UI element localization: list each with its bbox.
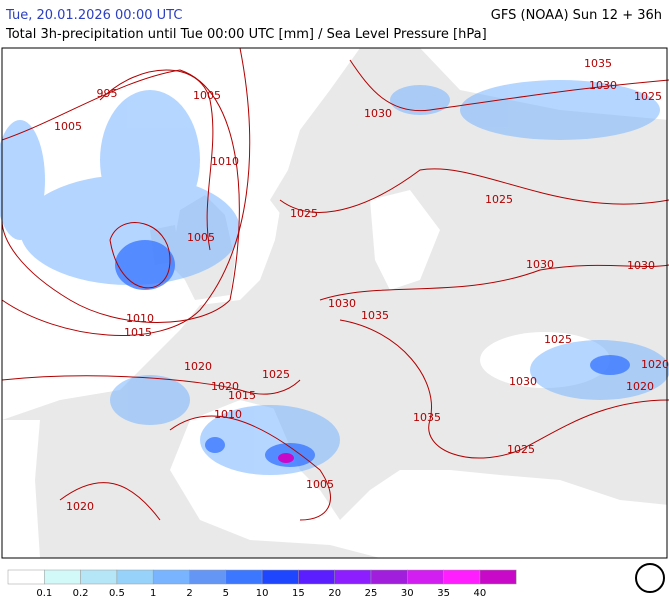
isobars [1,47,669,521]
isobar-label: 1020 [66,500,94,513]
legend-label: 15 [292,588,305,599]
isobar-label: 1025 [290,207,318,220]
isobar-label: 1035 [361,309,389,322]
isobar-label: 1030 [627,259,655,272]
isobar-label: 1005 [306,478,334,491]
isobar-label: 1025 [507,443,535,456]
legend-label: 2 [186,588,192,599]
isobar-label: 1015 [124,326,152,339]
atlantic-south [2,420,40,558]
legend-label: 35 [437,588,450,599]
baltic [370,190,440,290]
legend-swatch [407,569,444,585]
legend-swatch [261,569,299,585]
isobar-label: 1005 [54,120,82,133]
isobar-label: 1030 [509,375,537,388]
isobar-label: 1010 [214,408,242,421]
legend-label: 0.5 [109,588,125,599]
isobar-label: 1025 [485,193,513,206]
legend-label: 0.2 [73,588,89,599]
scandinavia [270,90,390,240]
map [0,47,669,558]
isobar-label: 1005 [193,89,221,102]
legend-label: 40 [474,588,487,599]
isobar-label: 1020 [211,380,239,393]
legend-label: 1 [150,588,156,599]
legend-swatch [334,569,372,585]
legend-swatch [152,569,190,585]
legend-label: 30 [401,588,414,599]
legend-swatch [479,569,517,585]
model-run: GFS (NOAA) Sun 12 + 36h [491,8,662,23]
subtitle: Total 3h-precipitation until Tue 00:00 U… [5,27,487,42]
legend-swatch [189,569,227,585]
isobar-label: 1035 [584,57,612,70]
isobar-label: 1030 [526,258,554,271]
isobar-label: 1025 [262,368,290,381]
legend-label: 20 [328,588,341,599]
isobar-label: 1030 [328,297,356,310]
legend-swatch [7,569,45,585]
isobar-label: 1025 [544,333,572,346]
legend-label: 10 [256,588,269,599]
extreme-precipitation [278,453,294,463]
isobar-label: 1020 [626,380,654,393]
isobar-label: 1010 [211,155,239,168]
isobar-label: 1020 [184,360,212,373]
legend-swatch [298,569,335,585]
isobar-label: 1025 [634,90,662,103]
precipitation [0,80,669,475]
legend-swatch [116,569,154,585]
legend-swatch [80,569,118,585]
legend-swatch [370,569,408,585]
valid-time: Tue, 20.01.2026 00:00 UTC [5,8,182,23]
legend-swatch [443,569,481,585]
logo [635,563,665,593]
isobar-label: 1005 [187,231,215,244]
isobar-label: 1010 [126,312,154,325]
isobar-label: 1015 [228,389,256,402]
legend-label: 5 [223,588,229,599]
isobar-label: 995 [97,87,118,100]
isobar-label: 1030 [364,107,392,120]
legend-swatch [225,569,263,585]
map-frame [1,47,668,559]
legend-label: 25 [365,588,378,599]
legend-label: 0.1 [36,588,52,599]
isobar-label: 1020 [641,358,669,371]
legend-swatch [44,569,81,585]
mediterranean [170,400,669,558]
isobar-label: 1035 [413,411,441,424]
isobar-label: 1030 [589,79,617,92]
